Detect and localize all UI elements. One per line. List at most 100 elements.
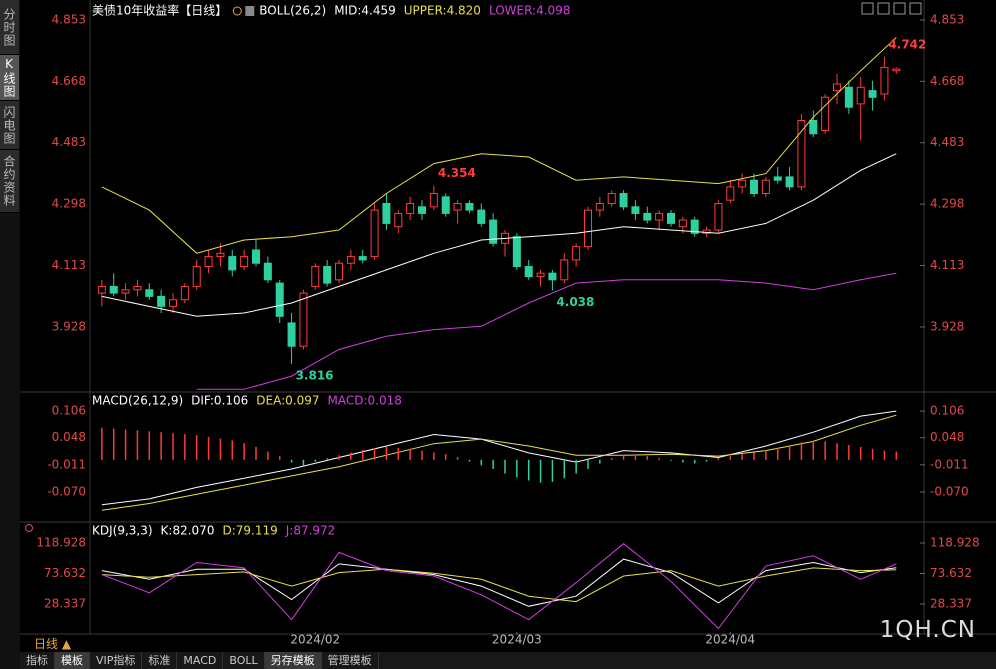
candle-body	[275, 282, 284, 317]
y-tick-label: 4.298	[930, 197, 964, 211]
candle-body	[809, 120, 818, 135]
candle-body	[228, 256, 237, 271]
candle-body	[761, 179, 770, 195]
side-tab[interactable]: 分时图	[0, 0, 19, 55]
y-tick-label: 73.632	[930, 566, 972, 580]
candle-body	[406, 202, 415, 214]
side-tab[interactable]: 闪电图	[0, 101, 19, 150]
candle-body	[797, 120, 806, 188]
price-annotation: 4.354	[438, 166, 476, 180]
candle-body	[821, 96, 830, 131]
toolbar-tab[interactable]: 指标	[20, 652, 55, 669]
candle-body	[690, 219, 699, 234]
legend-label: D:79.119	[222, 524, 277, 538]
y-tick-label: 0.106	[52, 404, 86, 418]
watermark: 1QH.CN	[879, 617, 976, 643]
candle-body	[192, 266, 201, 287]
y-tick-label: 3.928	[930, 319, 964, 333]
candle-body	[714, 202, 723, 231]
candle-body	[109, 285, 118, 294]
series-line	[101, 410, 897, 506]
sidebar: 分时图 K线图 闪电图 合约资料	[0, 0, 20, 669]
candle-body	[631, 206, 640, 214]
candle-body	[358, 256, 367, 261]
candle-body	[524, 266, 533, 277]
icon[interactable]	[893, 2, 906, 15]
settings-icon[interactable]	[25, 524, 33, 532]
legend-label: DIF:0.106	[191, 394, 248, 408]
candle-body	[880, 66, 889, 95]
price-annotation: 3.816	[296, 369, 334, 383]
indicator-icon	[245, 6, 255, 16]
candle-body	[216, 252, 225, 258]
candle-body	[489, 219, 498, 244]
side-tab[interactable]: 合约资料	[0, 150, 19, 213]
window-icons	[861, 2, 922, 15]
legend-label: BOLL(26,2)	[259, 4, 326, 18]
candle-body	[619, 193, 628, 208]
x-tick-label: 2024/02	[290, 633, 340, 647]
candle-body	[240, 256, 249, 268]
y-tick-label: 118.928	[36, 536, 86, 550]
candle-body	[773, 176, 782, 181]
toolbar-tab[interactable]: 模板	[55, 652, 90, 669]
candle-body	[892, 68, 901, 72]
candle-body	[785, 176, 794, 188]
icon[interactable]	[909, 2, 922, 15]
candle-body	[655, 212, 664, 221]
candle-body	[833, 83, 841, 92]
toolbar-tab[interactable]: MACD	[177, 652, 224, 669]
icon[interactable]	[877, 2, 890, 15]
period-selector[interactable]: 日线 ▲	[34, 637, 72, 651]
y-tick-label: 28.337	[44, 597, 86, 611]
y-tick-label: 4.113	[52, 258, 86, 272]
y-tick-label: 73.632	[44, 566, 86, 580]
candle-body	[512, 236, 521, 268]
candle-body	[678, 219, 687, 228]
candle-body	[536, 272, 545, 277]
candle-body	[323, 266, 332, 284]
toolbar-tab[interactable]: BOLL	[223, 652, 265, 669]
candle-body	[169, 299, 177, 307]
candle-body	[560, 259, 569, 281]
candle-body	[180, 285, 189, 301]
candle-body	[287, 322, 296, 347]
toolbar-tab[interactable]: 管理模板	[322, 652, 379, 669]
candle-body	[702, 229, 711, 234]
toolbar-tab[interactable]: 标准	[142, 652, 178, 669]
legend-label: DEA:0.097	[256, 394, 319, 408]
x-tick-label: 2024/03	[492, 633, 542, 647]
candle-body	[726, 186, 735, 201]
y-tick-label: 4.483	[930, 135, 964, 149]
y-tick-label: 3.928	[52, 319, 86, 333]
y-tick-label: 4.298	[52, 197, 86, 211]
legend-label: J:87.972	[285, 524, 336, 538]
candle-body	[370, 209, 379, 258]
toolbar-tab[interactable]: VIP指标	[90, 652, 143, 669]
legend-label: MID:4.459	[334, 4, 396, 18]
candle-body	[299, 292, 308, 347]
candle-body	[868, 90, 877, 98]
legend-label: UPPER:4.820	[404, 4, 481, 18]
toolbar-tab[interactable]: 另存模板	[264, 652, 322, 669]
candle-body	[750, 179, 758, 195]
candle-body	[572, 246, 581, 261]
icon[interactable]	[861, 2, 874, 15]
series-line	[101, 543, 897, 630]
y-tick-label: 118.928	[930, 536, 980, 550]
legend-label: 美债10年收益率【日线】	[92, 3, 227, 18]
candle-body	[477, 209, 486, 224]
legend-label: LOWER:4.098	[489, 4, 571, 18]
candle-body	[311, 266, 320, 287]
candle-body	[121, 289, 130, 294]
candle-body	[157, 295, 166, 307]
price-annotation: 4.742	[888, 37, 926, 51]
x-tick-label: 2024/04	[705, 633, 755, 647]
legend-label: MACD(26,12,9)	[92, 394, 183, 408]
candle-body	[418, 206, 426, 214]
side-tab[interactable]: K线图	[0, 55, 19, 101]
series-line	[101, 567, 897, 603]
candle-body	[133, 285, 142, 291]
toggle-icon	[232, 6, 242, 16]
